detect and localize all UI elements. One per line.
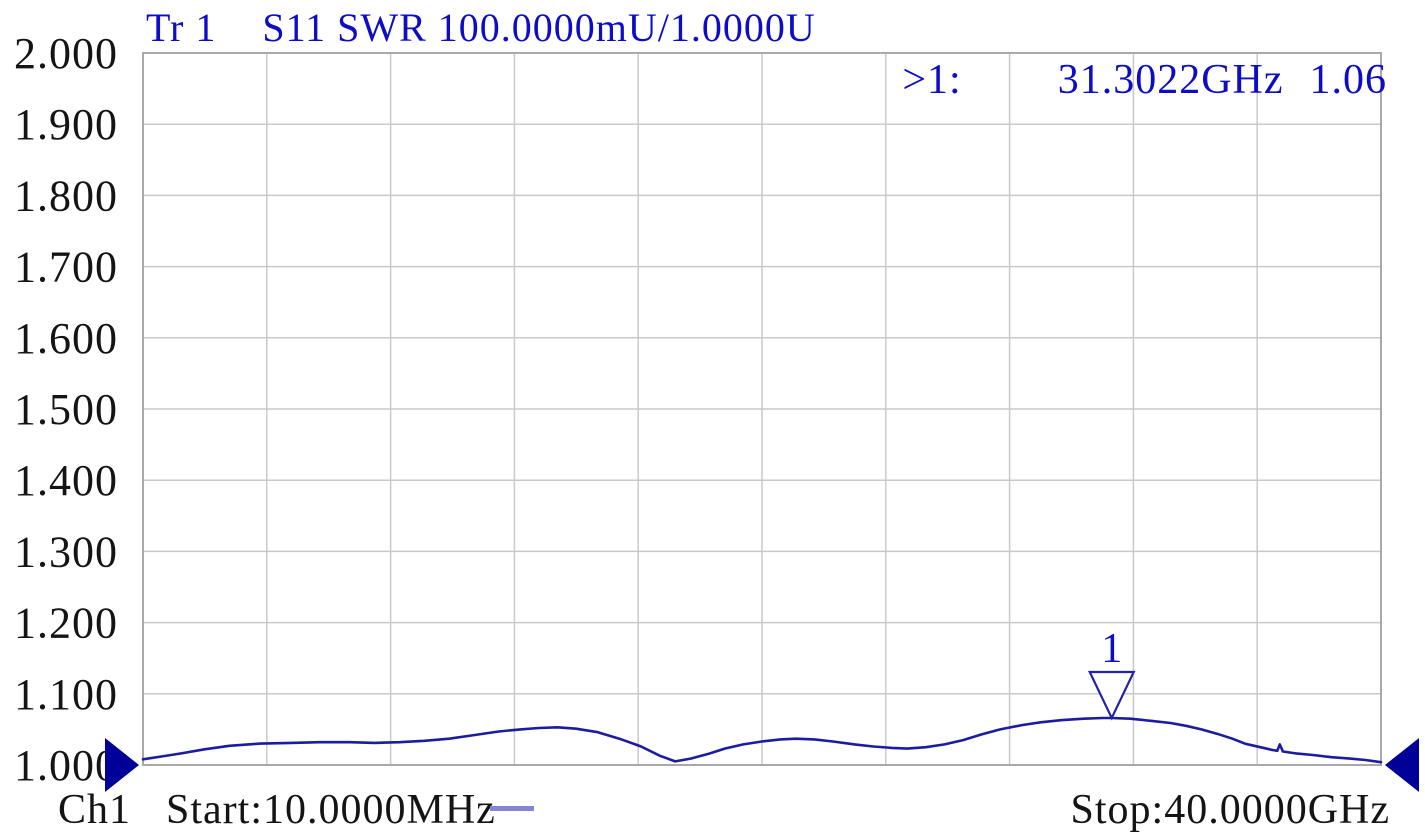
- y-axis-tick-label: 1.000: [14, 741, 118, 790]
- y-axis-tick-label: 1.400: [14, 456, 118, 505]
- trace-number-label: Tr 1: [146, 5, 217, 50]
- y-axis-tick-label: 1.100: [14, 670, 118, 719]
- trace-format-scale-label: S11 SWR 100.0000mU/1.0000U: [262, 5, 816, 50]
- reference-level-marker-right[interactable]: [1385, 738, 1419, 792]
- y-axis-tick-label: 1.300: [14, 527, 118, 576]
- marker-swr-value: 1.06: [1309, 57, 1387, 103]
- channel-label: Ch1: [58, 787, 132, 833]
- start-frequency-label: Start:10.0000MHz: [166, 787, 496, 833]
- y-axis-tick-label: 1.700: [14, 243, 118, 292]
- marker-1-number-label: 1: [1101, 626, 1122, 672]
- y-axis-tick-label: 1.600: [14, 314, 118, 363]
- stop-frequency-label: Stop:40.0000GHz: [1070, 787, 1390, 833]
- trace-title-row: Tr 1 S11 SWR 100.0000mU/1.0000U: [146, 4, 816, 51]
- marker-id-label: >1:: [902, 57, 962, 103]
- grid-border: [142, 52, 1382, 766]
- y-axis-tick-label: 1.900: [14, 100, 118, 149]
- trace1-legend-dash: [490, 806, 534, 811]
- reference-level-marker-left[interactable]: [105, 738, 139, 792]
- swr-trace: [141, 716, 1383, 764]
- y-axis-tick-label: 1.500: [14, 385, 118, 434]
- y-axis-tick-label: 1.200: [14, 599, 118, 648]
- marker-frequency-value: 31.3022GHz: [1057, 57, 1284, 103]
- marker-1-triangle[interactable]: [1087, 670, 1136, 721]
- marker-readout: >1: 31.3022GHz 1.06: [902, 56, 1387, 104]
- y-axis-tick-label: 2.000: [14, 29, 118, 78]
- y-axis-tick-label: 1.800: [14, 171, 118, 220]
